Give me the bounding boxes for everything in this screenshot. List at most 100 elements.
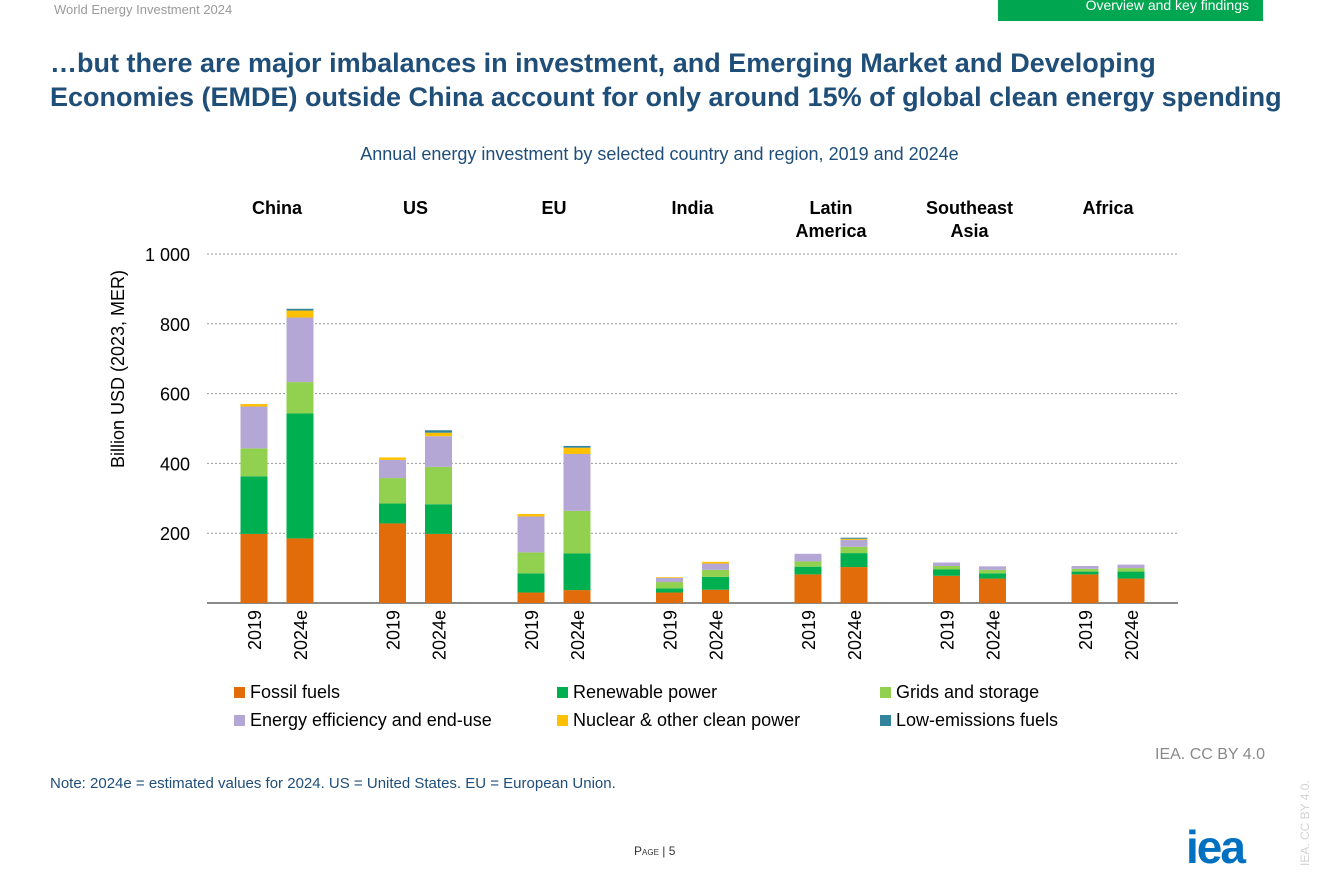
bar-segment — [286, 308, 314, 311]
bar-segment — [240, 476, 268, 534]
bar-segment — [1071, 568, 1099, 572]
group-label: Latin — [810, 198, 853, 218]
bar-segment — [425, 436, 452, 467]
bar-segment — [656, 577, 683, 583]
bar-segment — [840, 553, 868, 568]
group-label: China — [252, 198, 303, 218]
chart-title: Annual energy investment by selected cou… — [360, 144, 959, 164]
legend-swatch-low-emissions-fuels — [880, 715, 891, 726]
legend-swatch-grids-storage — [880, 687, 891, 698]
bar-segment — [1117, 571, 1145, 579]
group-label: Southeast — [926, 198, 1013, 218]
bar-segment — [563, 510, 591, 554]
bar-segment — [979, 566, 1006, 570]
bar-segment — [517, 592, 545, 603]
bar-segment — [702, 589, 729, 603]
legend-label-renewable-power: Renewable power — [573, 682, 718, 702]
legend-label-grids-storage: Grids and storage — [896, 682, 1040, 702]
legend-label-low-emissions-fuels: Low-emissions fuels — [896, 710, 1059, 730]
legend-label-nuclear-clean: Nuclear & other clean power — [573, 710, 801, 730]
bar-segment — [286, 317, 314, 383]
bar-segment — [656, 588, 683, 593]
bar-segment — [563, 453, 591, 511]
x-tick-label: 2019 — [1076, 610, 1096, 650]
bar-segment — [517, 514, 545, 517]
bar-segment — [1071, 566, 1099, 569]
bar-segment — [794, 553, 822, 562]
bar-segment — [656, 577, 683, 578]
bar-segment — [656, 592, 683, 603]
bar-segment — [1117, 568, 1145, 572]
bar-segment — [1117, 578, 1145, 603]
chart-credit: IEA. CC BY 4.0 — [1155, 746, 1265, 763]
legend-item-energy-efficiency: Energy efficiency and end-use — [234, 710, 492, 731]
bar-segment — [702, 563, 729, 570]
legend-swatch-fossil-fuels — [234, 687, 245, 698]
bar-segment — [933, 566, 960, 570]
bar-segment — [425, 466, 452, 505]
group-label: Asia — [950, 221, 989, 241]
bar-segment — [1117, 564, 1145, 569]
legend-item-low-emissions-fuels: Low-emissions fuels — [880, 710, 1058, 731]
group-label: America — [795, 221, 867, 241]
section-tab[interactable]: Overview and key findings — [998, 0, 1263, 21]
bar-segment — [979, 569, 1006, 574]
legend-swatch-energy-efficiency — [234, 715, 245, 726]
bar-segment — [840, 538, 868, 540]
iea-logo[interactable]: iea — [1186, 821, 1246, 873]
x-tick-label: 2024e — [845, 610, 865, 660]
bar-segment — [286, 382, 314, 414]
legend-item-grids-storage: Grids and storage — [880, 682, 1039, 703]
bar-segment — [425, 504, 452, 534]
bar-segment — [286, 310, 314, 318]
legend-item-nuclear-clean: Nuclear & other clean power — [557, 710, 800, 731]
x-tick-label: 2024e — [1122, 610, 1142, 660]
x-tick-label: 2024e — [430, 610, 450, 660]
group-label: EU — [541, 198, 566, 218]
x-tick-label: 2019 — [938, 610, 958, 650]
legend-item-renewable-power: Renewable power — [557, 682, 717, 703]
x-tick-label: 2019 — [522, 610, 542, 650]
x-tick-label: 2019 — [384, 610, 404, 650]
bar-segment — [840, 546, 868, 554]
bar-segment — [702, 569, 729, 577]
x-tick-label: 2019 — [799, 610, 819, 650]
bar-segment — [702, 576, 729, 590]
x-tick-label: 2024e — [291, 610, 311, 660]
bar-segment — [517, 573, 545, 593]
bar-segment — [379, 457, 406, 460]
bar-segment — [240, 533, 268, 603]
bar-segment — [240, 404, 268, 407]
legend-item-fossil-fuels: Fossil fuels — [234, 682, 340, 703]
page-headline: …but there are major imbalances in inves… — [50, 48, 1282, 112]
bar-segment — [794, 561, 822, 567]
legend-label-energy-efficiency: Energy efficiency and end-use — [250, 710, 492, 730]
page-number-value: 5 — [668, 844, 676, 858]
group-label: India — [671, 198, 714, 218]
bar-segment — [425, 432, 452, 437]
bar-segment — [933, 562, 960, 567]
y-tick-label: 400 — [160, 454, 190, 474]
bar-segment — [1071, 574, 1099, 603]
bar-segment — [240, 406, 268, 449]
x-tick-label: 2024e — [568, 610, 588, 660]
bar-segment — [840, 567, 868, 603]
bar-segment — [979, 573, 1006, 579]
x-tick-label: 2019 — [245, 610, 265, 650]
chart-legend: Fossil fuels Renewable power Grids and s… — [234, 682, 1134, 742]
y-tick-label: 800 — [160, 315, 190, 335]
y-tick-label: 200 — [160, 524, 190, 544]
bar-segment — [240, 448, 268, 477]
legend-swatch-renewable-power — [557, 687, 568, 698]
bar-segment — [379, 459, 406, 479]
bar-segment — [1071, 571, 1099, 575]
bar-segment — [840, 539, 868, 547]
y-tick-label: 1 000 — [145, 245, 190, 265]
bar-segment — [425, 533, 452, 603]
vertical-credit: IEA. CC BY 4.0. — [1298, 780, 1312, 866]
bar-segment — [563, 553, 591, 591]
bar-segment — [425, 430, 452, 433]
bar-segment — [933, 575, 960, 603]
bar-segment — [563, 447, 591, 454]
y-tick-label: 600 — [160, 385, 190, 405]
